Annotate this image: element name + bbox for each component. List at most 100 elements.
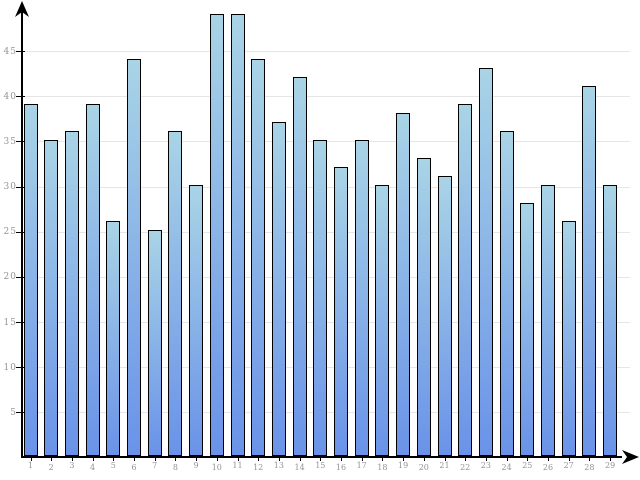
x-axis-tickmark [134, 458, 135, 461]
y-tick-label: 35 [3, 136, 17, 147]
gridline [22, 96, 630, 98]
y-tick-label: 20 [3, 272, 17, 283]
x-axis-tickmark [610, 458, 612, 461]
bar [334, 167, 348, 456]
x-axis-arrow-icon [622, 450, 639, 464]
bar [271, 121, 286, 456]
x-tick-label: 29 [605, 461, 616, 470]
y-axis-tickmark [16, 367, 25, 369]
y-tick-label: 5 [10, 407, 17, 418]
x-tick-label: 4 [90, 462, 96, 472]
bar [437, 176, 452, 456]
y-axis-tickmark [16, 141, 25, 143]
x-axis-tickmark [113, 458, 115, 461]
bar [64, 130, 79, 456]
x-axis-tickmark [423, 458, 425, 461]
bar [375, 185, 390, 456]
x-axis-tickmark [548, 458, 549, 461]
y-axis-tickmark [16, 231, 25, 233]
x-axis-tickmark [175, 458, 177, 461]
x-tick-label: 23 [480, 461, 491, 470]
x-axis-tickmark [341, 458, 342, 461]
x-tick-label: 7 [152, 461, 158, 470]
x-tick-label: 2 [48, 462, 54, 472]
x-tick-label: 12 [253, 462, 264, 472]
x-tick-label: 14 [294, 462, 305, 472]
x-tick-label: 6 [131, 462, 137, 472]
x-tick-label: 8 [172, 462, 178, 472]
x-axis-tickmark [361, 458, 363, 461]
bar [313, 139, 328, 456]
bar [603, 185, 618, 456]
x-axis-tickmark [71, 458, 73, 461]
y-axis-tickmark [16, 276, 25, 278]
bar [396, 112, 411, 456]
x-axis-tickmark [299, 458, 301, 461]
y-tick-label: 10 [3, 362, 17, 373]
bar [230, 13, 245, 456]
bar [23, 103, 38, 456]
x-tick-label: 5 [110, 461, 116, 470]
bar [106, 221, 121, 456]
x-axis-tickmark [154, 458, 156, 461]
y-tick-label: 25 [3, 227, 17, 238]
bar [147, 230, 162, 456]
x-tick-label: 3 [69, 461, 75, 470]
x-tick-label: 25 [522, 461, 533, 470]
bar [189, 185, 204, 456]
x-tick-label: 11 [232, 461, 243, 470]
x-tick-label: 16 [335, 462, 347, 472]
x-tick-label: 18 [377, 462, 388, 472]
x-tick-label: 9 [193, 461, 199, 470]
bar [520, 203, 535, 456]
x-axis-tickmark [527, 458, 529, 461]
x-tick-label: 17 [356, 461, 367, 470]
bar [292, 76, 307, 456]
x-axis-tickmark [216, 458, 218, 461]
x-tick-label: 27 [563, 461, 574, 470]
y-axis-tickmark [16, 96, 25, 98]
x-tick-label: 28 [584, 462, 595, 472]
x-axis-tickmark [382, 458, 384, 461]
x-tick-label: 10 [211, 462, 222, 472]
x-axis-tickmark [506, 458, 508, 461]
y-tick-label: 45 [3, 46, 17, 57]
x-axis-tickmark [589, 458, 591, 461]
x-axis-tickmark [320, 458, 322, 461]
bar [416, 158, 431, 456]
x-axis-tickmark [403, 458, 405, 461]
x-axis-tickmark [278, 458, 280, 461]
x-tick-label: 26 [542, 462, 554, 472]
x-axis-line [21, 456, 622, 458]
x-tick-label: 20 [418, 462, 429, 472]
x-axis-tickmark [485, 458, 487, 461]
x-axis-tickmark [568, 458, 570, 461]
y-axis-tickmark [16, 322, 25, 324]
y-axis-arrow-icon [15, 1, 29, 17]
y-axis-tickmark [16, 51, 25, 53]
bar [541, 185, 555, 456]
bar [44, 139, 59, 456]
y-axis-tickmark [16, 186, 25, 188]
y-tick-label: 15 [3, 317, 17, 328]
bar [499, 130, 514, 456]
x-tick-label: 15 [315, 461, 326, 470]
x-axis-tickmark [258, 458, 260, 461]
x-tick-label: 13 [273, 461, 284, 470]
y-tick-label: 30 [3, 182, 17, 193]
x-tick-label: 22 [460, 462, 471, 472]
bar [127, 58, 141, 456]
x-axis-tickmark [30, 458, 32, 461]
bar [458, 103, 473, 456]
bar [168, 130, 183, 456]
x-axis-tickmark [237, 458, 239, 461]
x-tick-label: 1 [27, 461, 34, 470]
bar [582, 85, 597, 456]
x-tick-label: 19 [398, 461, 409, 470]
y-axis-line [21, 8, 23, 458]
x-axis-tickmark [196, 458, 198, 461]
x-axis-tickmark [465, 458, 467, 461]
bar [251, 58, 266, 456]
y-axis-tickmark [16, 412, 25, 414]
